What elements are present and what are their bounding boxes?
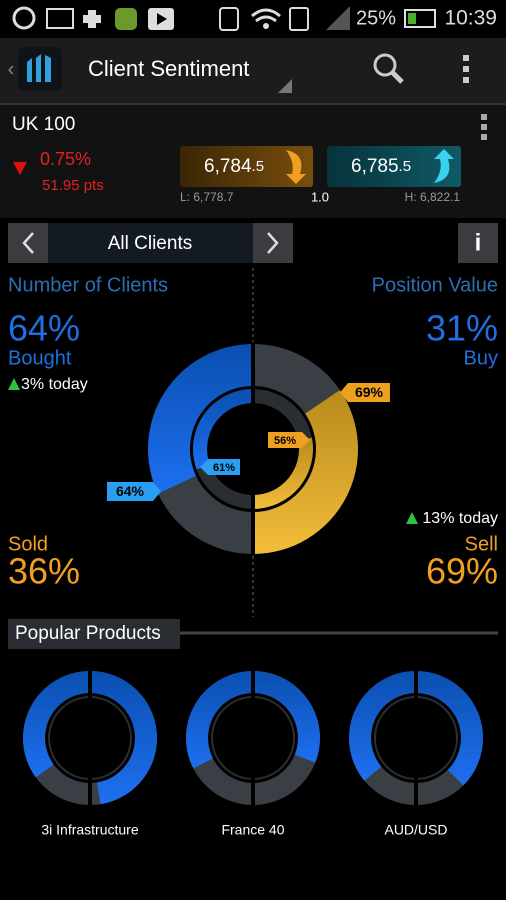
dropdown-indicator <box>278 79 292 93</box>
sell-label: Sell <box>465 533 498 555</box>
sold-pct: 36% <box>8 551 80 592</box>
product-name[interactable]: France 40 <box>221 822 284 838</box>
svg-text:‹: ‹ <box>8 58 15 80</box>
sell-price: 6,784 <box>204 156 252 177</box>
buy-price: 6,785 <box>351 156 399 177</box>
ring-segment <box>23 671 91 778</box>
bought-pct: 64% <box>8 308 80 349</box>
value-tag-label: 56% <box>274 435 296 447</box>
bought-today: 3% today <box>21 376 88 393</box>
instrument-menu[interactable] <box>481 114 487 140</box>
svg-text:6,784.5: 6,784.5 <box>204 156 264 177</box>
value-tag <box>200 459 240 475</box>
search-button[interactable] <box>373 53 404 84</box>
clock: 10:39 <box>444 7 497 30</box>
position-title: Position Value <box>372 274 498 296</box>
section-title: Popular Products <box>15 623 161 644</box>
info-button[interactable]: i <box>458 223 498 263</box>
change-pct: 0.75% <box>40 149 91 169</box>
screen-title[interactable]: Client Sentiment <box>88 56 249 81</box>
ring-segment <box>157 475 253 554</box>
down-arrow <box>13 162 27 175</box>
ring-segment <box>185 671 253 769</box>
prev-button[interactable] <box>8 223 48 263</box>
ring-segment <box>90 671 157 805</box>
inner-segment <box>253 437 313 509</box>
overflow-menu[interactable] <box>463 55 469 83</box>
sell-pct: 69% <box>426 551 498 592</box>
buy-price-decimal: .5 <box>399 158 412 175</box>
inner-segment <box>192 389 253 470</box>
filter-label[interactable]: All Clients <box>108 233 192 254</box>
bought-label: Bought <box>8 347 72 369</box>
value-tag <box>340 383 390 402</box>
ring-segment <box>349 671 416 781</box>
svg-text:i: i <box>475 229 482 256</box>
ring-segment <box>253 389 358 554</box>
section-header <box>8 619 180 649</box>
low-price: L: 6,778.7 <box>180 190 234 204</box>
buy-button[interactable]: 6,785.5 <box>327 146 461 187</box>
ring-segment <box>253 343 340 414</box>
ring-segment <box>416 671 483 786</box>
next-button[interactable] <box>253 223 293 263</box>
sold-label: Sold <box>8 533 48 555</box>
filter-field <box>48 223 253 263</box>
up-arrow <box>8 378 20 390</box>
change-pts: 51.95 pts <box>42 177 104 194</box>
battery-text: 25% <box>356 7 396 29</box>
status-icons <box>12 6 436 31</box>
buy-label: Buy <box>464 347 498 369</box>
value-tag <box>268 432 310 448</box>
value-tag-label: 64% <box>116 483 145 499</box>
value-tag <box>107 482 161 501</box>
divider <box>0 103 506 105</box>
spread: 1.0 <box>311 189 329 204</box>
app-bar <box>0 38 506 103</box>
value-tag-label: 69% <box>355 384 384 400</box>
ring-segment <box>253 671 320 763</box>
status-bar <box>0 0 506 38</box>
clients-title: Number of Clients <box>8 274 168 296</box>
app-logo[interactable]: ‹ <box>8 47 62 91</box>
sell-price-decimal: .5 <box>252 158 265 175</box>
buy-pct: 31% <box>426 308 498 349</box>
product-name[interactable]: 3i Infrastructure <box>41 822 138 838</box>
up-arrow <box>406 512 418 524</box>
ring-segment <box>147 344 253 494</box>
product-name[interactable]: AUD/USD <box>384 822 447 838</box>
instrument-name: UK 100 <box>12 114 75 135</box>
svg-text:6,785.5: 6,785.5 <box>351 156 411 177</box>
sell-today: 13% today <box>422 510 498 527</box>
high-price: H: 6,822.1 <box>405 190 461 204</box>
value-tag-label: 61% <box>213 462 235 474</box>
sell-button[interactable]: 6,784.5 <box>180 146 313 187</box>
